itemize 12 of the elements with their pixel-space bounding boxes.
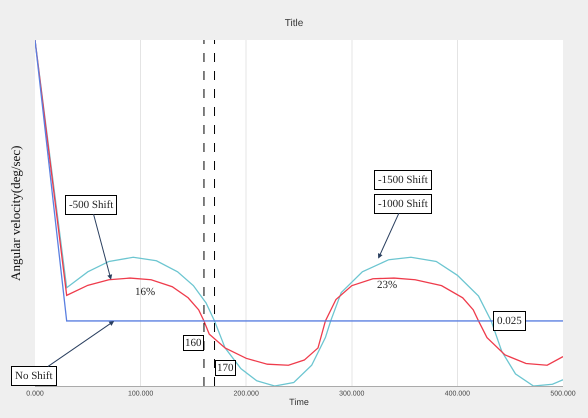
annotation: 16%	[135, 286, 156, 298]
annotation: No Shift	[15, 370, 53, 382]
chart-title: Title	[284, 18, 304, 29]
annotation: 0.025	[497, 315, 522, 327]
annotation: -500 Shift	[69, 199, 114, 211]
annotation: -1000 Shift	[378, 198, 428, 210]
y-axis-title: Angular velocity(deg/sec)	[8, 146, 23, 281]
ref-line-label: 170	[217, 362, 234, 374]
x-axis-title: Time	[289, 397, 309, 408]
ref-line-label: 160	[185, 337, 202, 349]
annotation: -1500 Shift	[378, 174, 428, 186]
annotation: 23%	[377, 279, 398, 291]
